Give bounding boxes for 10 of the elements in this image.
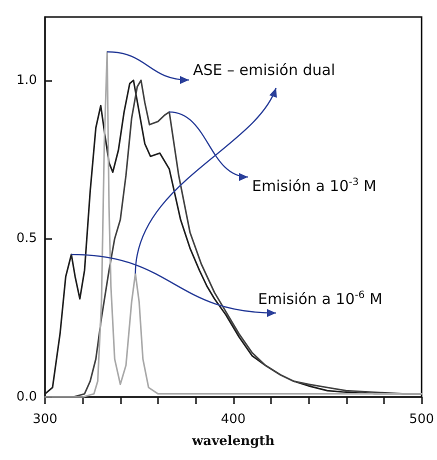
x-tick-label: 300: [32, 412, 58, 427]
y-tick-label: 0.0: [16, 390, 37, 404]
x-axis-title: wavelength: [190, 434, 276, 449]
annotation: ASE – emisión dual: [193, 61, 336, 79]
annotation: Emisión a 10$^{-3}$ M: [252, 176, 376, 195]
x-tick-label: 500: [409, 412, 434, 427]
y-tick-label: 0.5: [16, 231, 37, 246]
annotation: Emisión a 10$^{-6}$ M: [258, 289, 382, 308]
y-tick-label: 1.0: [16, 72, 37, 88]
x-tick-label: 400: [220, 412, 246, 427]
